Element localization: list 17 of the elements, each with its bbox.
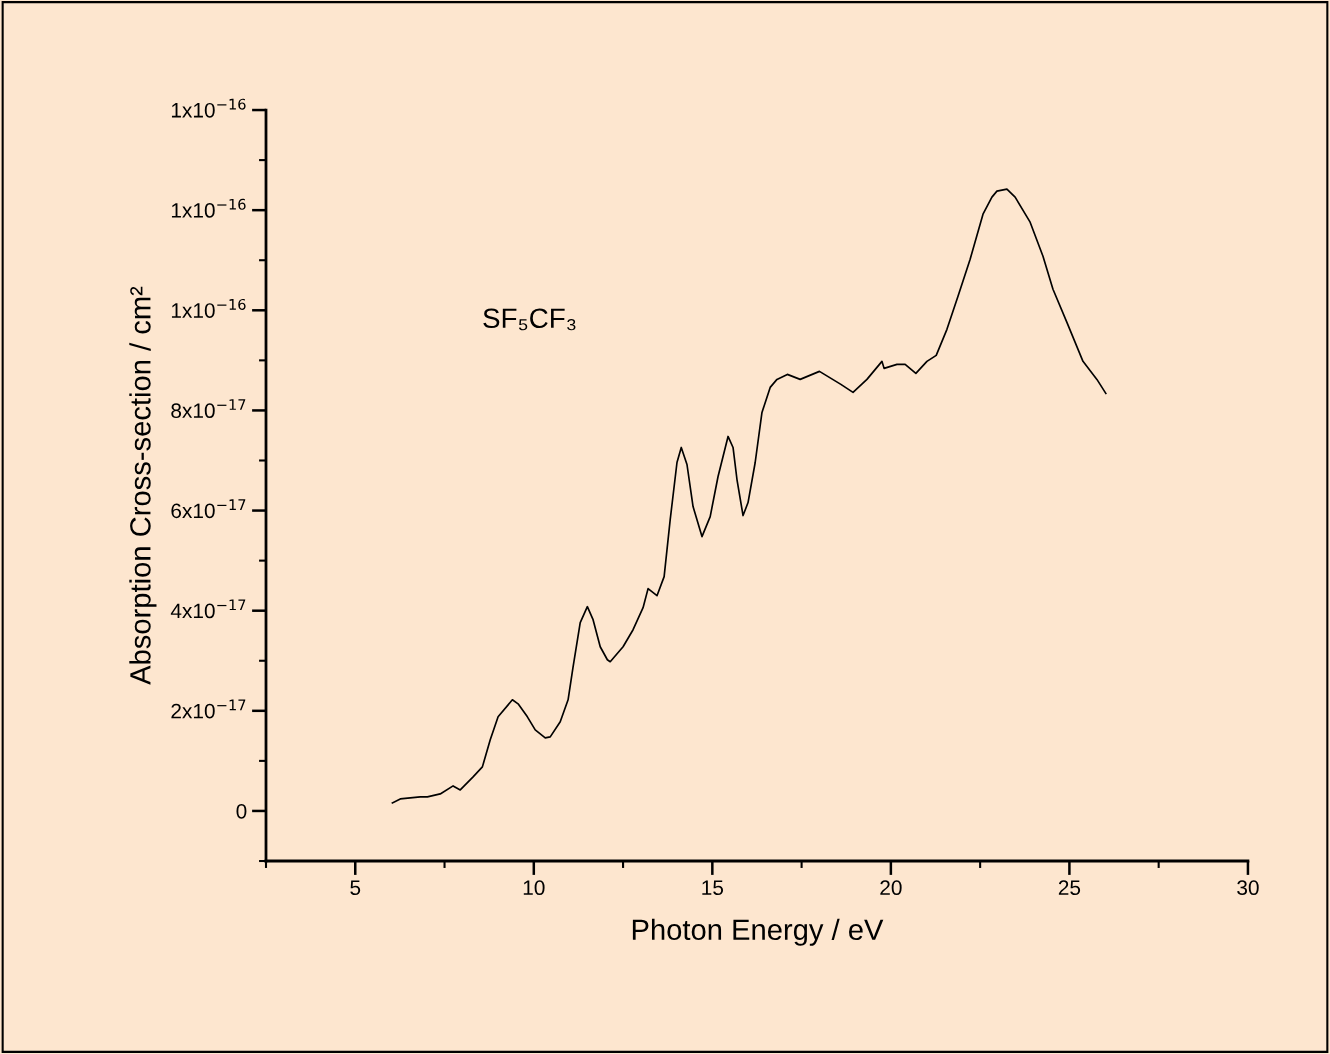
- y-tick-label: 6x10$^{−17}$: [171, 499, 246, 519]
- x-tick-label: 20: [880, 880, 902, 896]
- y-tick-label: 4x10$^{−17}$: [170, 599, 246, 619]
- y-tick-label: 2x10$^{−17}$: [171, 699, 246, 719]
- x-tick-label: 25: [1058, 880, 1081, 896]
- y-tick-label: 0: [236, 803, 247, 819]
- y-tick-label: 1x10$^{−16}$: [171, 298, 246, 318]
- x-tick-label: 15: [702, 880, 724, 896]
- x-tick-label: 5: [350, 880, 361, 896]
- annotation: SF₅CF₃: [483, 308, 576, 331]
- y-axis-title: Absorption Cross-section / cm²: [129, 286, 157, 685]
- y-tick-label: 8x10$^{−17}$: [171, 399, 246, 419]
- x-tick-label: 30: [1237, 880, 1259, 896]
- y-tick-label: 1x10$^{−16}$: [171, 98, 246, 118]
- y-tick-label: 1x10$^{−16}$: [171, 198, 246, 218]
- x-axis-title: Photon Energy / eV: [632, 918, 884, 946]
- x-tick-label: 10: [523, 880, 545, 896]
